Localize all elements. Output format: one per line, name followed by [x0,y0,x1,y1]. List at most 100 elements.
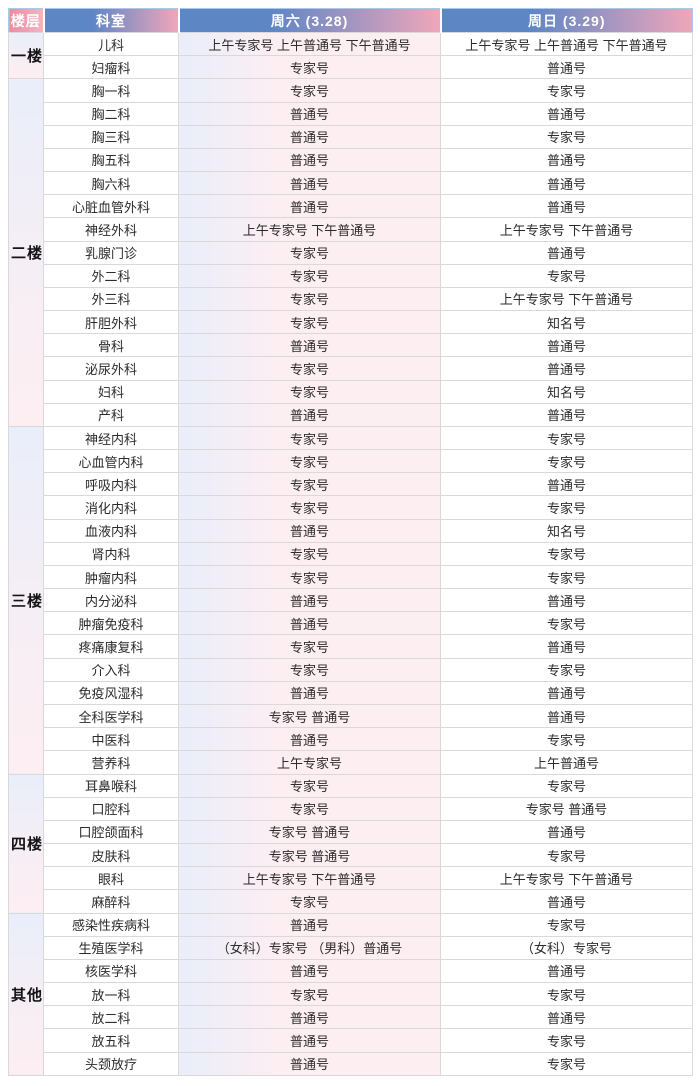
sunday-cell: 专家号 [440,541,693,566]
department-cell: 血液内科 [43,518,179,543]
department-cell: 皮肤科 [43,843,179,868]
table-row: 二楼 胸一科 专家号 专家号 [8,78,693,427]
sunday-cell: 知名号 [440,518,693,543]
sunday-cell: 专家号 [440,124,693,149]
sunday-cell: 普通号 [440,147,693,173]
table-row: 乳腺门诊 专家号 普通号 [9,240,693,265]
saturday-cell: 普通号 [178,333,441,358]
department-cell: 外二科 [43,263,179,288]
saturday-cell: 专家号 [178,495,441,520]
department-cell: 心脏血管外科 [43,194,179,219]
department-cell: 介入科 [43,657,179,682]
sunday-cell: 专家号 [440,773,693,798]
department-cell: 肿瘤免疫科 [43,611,179,636]
table-row: 全科医学科 专家号 普通号 普通号 [9,703,693,729]
department-cell: 肝胆外科 [43,310,179,335]
sunday-cell: 普通号 [440,819,693,845]
sunday-cell: 专家号 [440,263,693,288]
sunday-cell: 上午专家号 下午普通号 [440,217,693,242]
table-row: 骨科 普通号 普通号 [9,333,693,358]
department-cell: 胸二科 [43,101,179,126]
department-cell: 胸一科 [43,78,179,103]
table-row: 血液内科 普通号 知名号 [9,518,693,543]
table-row: 内分泌科 普通号 普通号 [9,588,693,613]
floor-group-cell: 四楼 [8,773,44,914]
sunday-cell: 专家号 [440,912,693,937]
table-row: 胸三科 普通号 专家号 [9,124,693,149]
table-row: 放一科 专家号 专家号 [9,982,693,1007]
saturday-cell: 普通号 [178,171,441,196]
sunday-cell: 专家号 [440,495,693,520]
department-cell: 呼吸内科 [43,472,179,497]
header-sunday: 周日 (3.29) [440,8,693,33]
department-cell: 骨科 [43,333,179,358]
saturday-cell: 普通号 [178,727,441,752]
department-cell: 神经内科 [43,425,179,451]
sunday-cell: 普通号 [440,889,693,914]
sunday-cell: 普通号 [440,703,693,729]
table-row: 妇瘤科 专家号 普通号 [9,55,693,80]
table-row: 中医科 普通号 专家号 [9,727,693,752]
table-row: 心血管内科 专家号 专家号 [9,449,693,474]
sunday-cell: 普通号 [440,171,693,196]
department-cell: 胸六科 [43,171,179,196]
sunday-cell: 专家号 普通号 [440,796,693,821]
department-cell: 胸三科 [43,124,179,149]
floor-group-cell: 一楼 [8,31,44,80]
header-floor: 楼层 [8,8,45,33]
department-cell: 核医学科 [43,958,179,984]
saturday-cell: 普通号 [178,147,441,173]
department-cell: 妇瘤科 [43,55,179,80]
table-row: 胸五科 普通号 普通号 [9,147,693,173]
department-cell: 肿瘤内科 [43,564,179,590]
sunday-cell: 普通号 [440,402,693,427]
table-row: 肿瘤免疫科 普通号 专家号 [9,611,693,636]
department-cell: 全科医学科 [43,703,179,729]
sunday-cell: 普通号 [440,101,693,126]
saturday-cell: 专家号 [178,889,441,914]
department-cell: 神经外科 [43,217,179,242]
department-cell: 头颈放疗 [43,1051,179,1077]
department-cell: 口腔科 [43,796,179,821]
table-row: 胸六科 普通号 普通号 [9,171,693,196]
department-cell: 放二科 [43,1005,179,1030]
table-row: 疼痛康复科 专家号 普通号 [9,634,693,659]
saturday-cell: 专家号 普通号 [178,819,441,845]
table-row: 三楼 神经内科 专家号 专家号 [8,425,693,775]
sunday-cell: 专家号 [440,611,693,636]
department-cell: 免疫风湿科 [43,680,179,705]
sunday-cell: 普通号 [440,356,693,381]
sunday-cell: 普通号 [440,240,693,265]
department-cell: 肾内科 [43,541,179,566]
sunday-cell: 专家号 [440,1028,693,1053]
table-row: 肾内科 专家号 专家号 [9,541,693,566]
sunday-cell: 知名号 [440,310,693,335]
saturday-cell: 普通号 [178,611,441,636]
saturday-cell: 专家号 [178,286,441,312]
sunday-cell: 普通号 [440,634,693,659]
department-cell: 乳腺门诊 [43,240,179,265]
department-cell: 外三科 [43,286,179,312]
floor-group-cell: 三楼 [8,425,44,775]
header-saturday: 周六 (3.28) [178,8,442,33]
saturday-cell: 普通号 [178,958,441,984]
saturday-cell: 专家号 [178,634,441,659]
table-row: 营养科 上午专家号 上午普通号 [9,750,693,775]
department-cell: 营养科 [43,750,179,775]
table-row: 呼吸内科 专家号 普通号 [9,472,693,497]
saturday-cell: 普通号 [178,1005,441,1030]
saturday-cell: 专家号 [178,796,441,821]
saturday-cell: 上午专家号 上午普通号 下午普通号 [178,31,441,57]
saturday-cell: 上午专家号 下午普通号 [178,866,441,891]
department-cell: 产科 [43,402,179,427]
sunday-cell: 专家号 [440,78,693,103]
floor-group-cell: 其他 [8,912,44,1077]
sunday-cell: 专家号 [440,727,693,752]
sunday-cell: 普通号 [440,194,693,219]
table-row: 四楼 耳鼻喉科 专家号 专家号 [8,773,693,914]
saturday-cell: 专家号 [178,78,441,103]
department-cell: 中医科 [43,727,179,752]
department-cell: 儿科 [43,31,179,57]
table-row: 外三科 专家号 上午专家号 下午普通号 [9,286,693,312]
department-cell: 内分泌科 [43,588,179,613]
